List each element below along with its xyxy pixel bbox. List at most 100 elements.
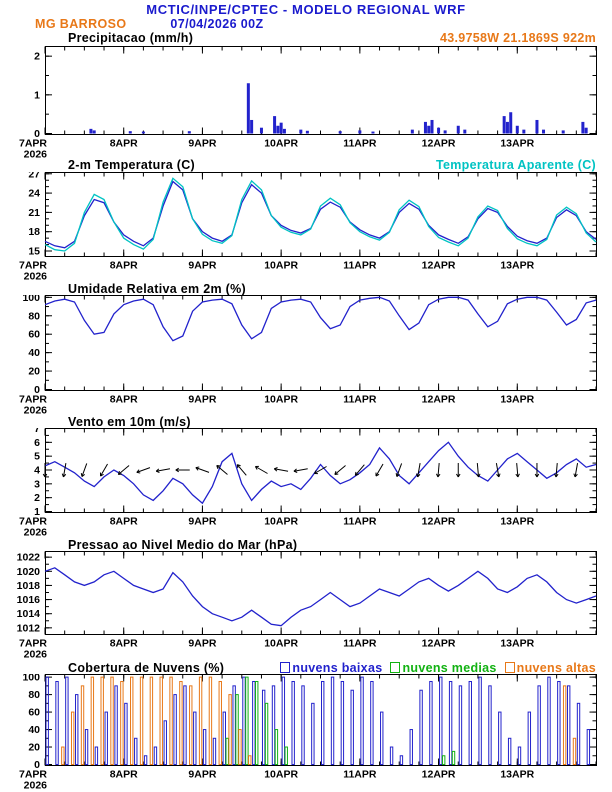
- humidity-title-row: Umidade Relativa em 2m (%): [45, 282, 596, 296]
- svg-text:11APR: 11APR: [343, 638, 377, 650]
- svg-text:12APR: 12APR: [422, 638, 456, 650]
- low-clouds-swatch-icon: [280, 662, 291, 673]
- svg-text:7APR: 7APR: [19, 138, 47, 150]
- svg-text:2026: 2026: [24, 271, 48, 283]
- svg-text:8APR: 8APR: [110, 394, 138, 406]
- svg-text:12APR: 12APR: [422, 394, 456, 406]
- cloud-cover-title: Cobertura de Nuvens (%): [68, 661, 225, 675]
- svg-text:12APR: 12APR: [422, 138, 456, 150]
- wind-title-row: Vento em 10m (m/s): [45, 415, 596, 429]
- precipitation-chart: 0 1 2 7APR 2026 8APR 9APR 10APR 11APR 12APR 13APR: [0, 46, 612, 165]
- svg-text:2026: 2026: [24, 527, 48, 539]
- svg-text:80: 80: [28, 310, 40, 322]
- svg-text:2026: 2026: [24, 149, 48, 161]
- svg-text:13APR: 13APR: [500, 138, 534, 150]
- svg-text:24: 24: [28, 188, 40, 200]
- svg-text:1018: 1018: [17, 580, 41, 592]
- svg-text:10APR: 10APR: [264, 769, 298, 781]
- svg-text:3: 3: [34, 478, 40, 490]
- svg-text:13APR: 13APR: [500, 394, 534, 406]
- wind-chart: 1 2 3 4 5 6 7 7APR 2026 8APR 9APR 10APR 11APR 12APR 13…: [0, 423, 612, 543]
- svg-text:8APR: 8APR: [110, 638, 138, 650]
- svg-text:20: 20: [28, 742, 40, 754]
- legend-item-low-clouds: nuvens baixas: [280, 661, 382, 675]
- svg-text:12APR: 12APR: [422, 516, 456, 528]
- svg-text:1: 1: [34, 506, 40, 518]
- wind-title: Vento em 10m (m/s): [68, 415, 191, 429]
- svg-text:1: 1: [34, 89, 40, 101]
- svg-text:60: 60: [28, 707, 40, 719]
- humidity-chart: 0 20 40 60 80 100 7APR 2026 8APR 9APR 10APR 11APR 12…: [0, 292, 612, 421]
- precipitation-title: Precipitacao (mm/h): [68, 31, 194, 45]
- svg-text:2: 2: [34, 51, 40, 63]
- svg-text:9APR: 9APR: [188, 260, 216, 272]
- svg-text:10APR: 10APR: [264, 138, 298, 150]
- svg-text:7APR: 7APR: [19, 769, 47, 781]
- svg-text:11APR: 11APR: [343, 138, 377, 150]
- svg-text:0: 0: [34, 128, 40, 140]
- svg-text:13APR: 13APR: [500, 260, 534, 272]
- svg-text:4: 4: [34, 465, 40, 477]
- svg-text:7APR: 7APR: [19, 638, 47, 650]
- coordinates-label: 43.9758W 21.1869S 922m: [439, 31, 596, 45]
- svg-text:80: 80: [28, 689, 40, 701]
- svg-text:10APR: 10APR: [264, 516, 298, 528]
- svg-text:10APR: 10APR: [264, 638, 298, 650]
- svg-text:1014: 1014: [17, 608, 41, 620]
- svg-text:13APR: 13APR: [500, 638, 534, 650]
- svg-text:5: 5: [34, 451, 40, 463]
- svg-text:11APR: 11APR: [343, 769, 377, 781]
- svg-text:100: 100: [22, 674, 40, 684]
- svg-text:10APR: 10APR: [264, 394, 298, 406]
- humidity-title: Umidade Relativa em 2m (%): [68, 282, 246, 296]
- legend-item-high-clouds: nuvens altas: [504, 661, 596, 675]
- svg-text:15: 15: [28, 245, 40, 257]
- svg-text:8APR: 8APR: [110, 769, 138, 781]
- run-datetime: 07/04/2026 00Z: [170, 17, 264, 31]
- precipitation-title-row: Precipitacao (mm/h) 43.9758W 21.1869S 92…: [45, 31, 596, 45]
- svg-text:6: 6: [34, 437, 40, 449]
- apparent-temperature-legend: Temperatura Aparente (C): [435, 158, 596, 172]
- high-clouds-swatch-icon: [504, 662, 515, 673]
- header-subtitle-row: MG BARROSO 07/04/2026 00Z: [35, 17, 264, 31]
- svg-text:9APR: 9APR: [188, 638, 216, 650]
- svg-text:60: 60: [28, 329, 40, 341]
- svg-text:7APR: 7APR: [19, 260, 47, 272]
- svg-text:13APR: 13APR: [500, 516, 534, 528]
- pressure-title: Pressao ao Nivel Medio do Mar (hPa): [68, 538, 298, 552]
- svg-text:18: 18: [28, 226, 40, 238]
- svg-text:8APR: 8APR: [110, 138, 138, 150]
- temperature-title: 2-m Temperatura (C): [68, 158, 196, 172]
- legend-item-mid-clouds: nuvens medias: [390, 661, 496, 675]
- svg-text:11APR: 11APR: [343, 394, 377, 406]
- svg-text:1020: 1020: [17, 566, 41, 578]
- svg-text:2026: 2026: [24, 780, 48, 792]
- svg-text:7APR: 7APR: [19, 516, 47, 528]
- svg-text:10APR: 10APR: [264, 260, 298, 272]
- cloud-legend: nuvens baixas nuvens medias nuvens altas: [272, 661, 596, 675]
- svg-text:2026: 2026: [24, 405, 48, 417]
- svg-text:11APR: 11APR: [343, 260, 377, 272]
- svg-text:2: 2: [34, 492, 40, 504]
- svg-text:11APR: 11APR: [343, 516, 377, 528]
- svg-text:1012: 1012: [17, 622, 41, 634]
- page-title: MCTIC/INPE/CPTEC - MODELO REGIONAL WRF: [146, 2, 466, 17]
- svg-text:1016: 1016: [17, 594, 41, 606]
- svg-text:12APR: 12APR: [422, 769, 456, 781]
- svg-text:27: 27: [28, 172, 40, 180]
- temperature-chart: 15 18 21 24 27 7APR 2026 8APR 9APR 10APR 11APR 12AP…: [0, 168, 612, 287]
- svg-text:100: 100: [22, 295, 40, 304]
- cloud-title-row: Cobertura de Nuvens (%) nuvens baixas nu…: [45, 661, 596, 675]
- cloud-cover-chart: 0 20 40 60 80 100 7APR 2026 8APR 9APR 10APR 11APR 12…: [0, 672, 612, 792]
- svg-text:1022: 1022: [17, 552, 41, 564]
- svg-text:21: 21: [28, 207, 40, 219]
- svg-text:7: 7: [34, 428, 40, 435]
- svg-text:9APR: 9APR: [188, 516, 216, 528]
- svg-text:8APR: 8APR: [110, 516, 138, 528]
- pressure-title-row: Pressao ao Nivel Medio do Mar (hPa): [45, 538, 596, 552]
- svg-text:12APR: 12APR: [422, 260, 456, 272]
- svg-text:20: 20: [28, 366, 40, 378]
- svg-text:0: 0: [34, 384, 40, 396]
- pressure-chart: 1012 1014 1016 1018 1020 1022 7APR 2026 8APR 9APR…: [0, 551, 612, 665]
